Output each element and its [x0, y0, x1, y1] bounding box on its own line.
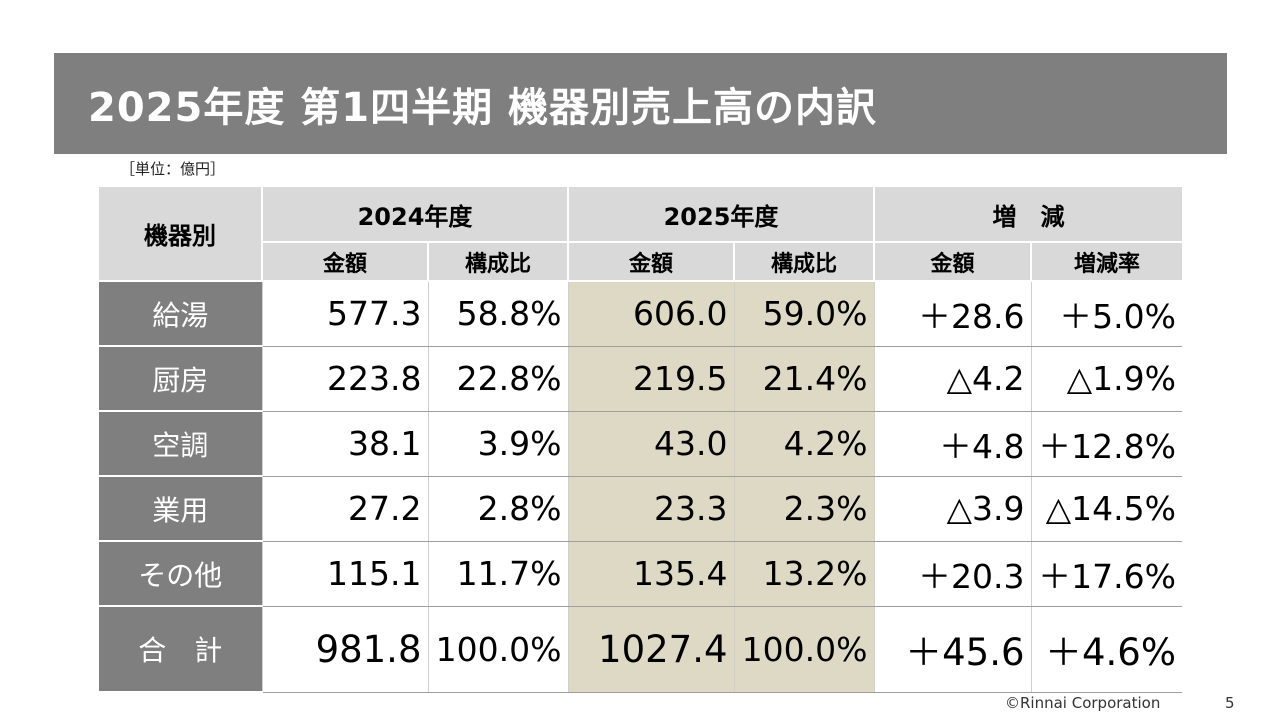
category-cell: 業用	[99, 476, 262, 542]
table-row: 厨房 223.8 22.8% 219.5 21.4% △4.2 △1.9%	[99, 346, 1182, 412]
change-rate: △14.5%	[1030, 476, 1182, 542]
change-rate: ＋12.8%	[1030, 411, 1182, 477]
change-rate: △1.9%	[1030, 346, 1182, 412]
ratio-2024: 3.9%	[427, 411, 568, 477]
change-amount: ＋20.3	[873, 541, 1031, 607]
unit-label: ［単位：億円］	[120, 160, 226, 178]
change-rate: ＋5.0%	[1030, 281, 1182, 347]
ratio-2024: 58.8%	[427, 281, 568, 347]
change-amount: ＋4.8	[873, 411, 1031, 477]
copyright-footer: ©Rinnai Corporation	[1005, 694, 1161, 712]
table-row: その他 115.1 11.7% 135.4 13.2% ＋20.3 ＋17.6%	[99, 541, 1182, 607]
amount-2024: 38.1	[261, 411, 428, 477]
amount-2024: 577.3	[261, 281, 428, 347]
change-amount: △4.2	[873, 346, 1031, 412]
total-row: 合 計 981.8 100.0% 1027.4 100.0% ＋45.6 ＋4.…	[99, 606, 1182, 693]
amount-2025: 135.4	[567, 541, 734, 607]
category-cell: 給湯	[99, 281, 262, 347]
group-header-2024: 2024年度	[261, 187, 568, 243]
ratio-2024: 22.8%	[427, 346, 568, 412]
table-row: 空調 38.1 3.9% 43.0 4.2% ＋4.8 ＋12.8%	[99, 411, 1182, 477]
ratio-2024-total: 100.0%	[427, 606, 568, 693]
change-rate-total: ＋4.6%	[1030, 606, 1182, 693]
table-row: 給湯 577.3 58.8% 606.0 59.0% ＋28.6 ＋5.0%	[99, 281, 1182, 347]
category-cell: その他	[99, 541, 262, 607]
amount-2024-total: 981.8	[261, 606, 428, 693]
slide-title: 2025年度 第1四半期 機器別売上高の内訳	[88, 85, 878, 131]
amount-2025-total: 1027.4	[567, 606, 734, 693]
header-row-groups: 機器別 2024年度 2025年度 増 減	[99, 187, 1182, 282]
table-row: 業用 27.2 2.8% 23.3 2.3% △3.9 △14.5%	[99, 476, 1182, 542]
amount-2024: 27.2	[261, 476, 428, 542]
ratio-2024: 2.8%	[427, 476, 568, 542]
ratio-2025-total: 100.0%	[733, 606, 874, 693]
amount-2025: 606.0	[567, 281, 734, 347]
category-cell: 空調	[99, 411, 262, 477]
sales-breakdown-table: 機器別 2024年度 2025年度 増 減 金額 構成比 金額 構成比 金額 増…	[99, 187, 1182, 693]
category-cell-total: 合 計	[99, 606, 262, 693]
sub-header-change-amount: 金額	[873, 242, 1031, 282]
change-amount: ＋28.6	[873, 281, 1031, 347]
change-amount-total: ＋45.6	[873, 606, 1031, 693]
sub-header-change-rate: 増減率	[1030, 242, 1182, 282]
group-header-change: 増 減	[873, 187, 1182, 243]
sub-header-2025-ratio: 構成比	[733, 242, 874, 282]
ratio-2025: 4.2%	[733, 411, 874, 477]
change-amount: △3.9	[873, 476, 1031, 542]
category-cell: 厨房	[99, 346, 262, 412]
amount-2024: 223.8	[261, 346, 428, 412]
amount-2025: 43.0	[567, 411, 734, 477]
change-rate: ＋17.6%	[1030, 541, 1182, 607]
amount-2025: 219.5	[567, 346, 734, 412]
amount-2024: 115.1	[261, 541, 428, 607]
sub-header-2024-amount: 金額	[261, 242, 428, 282]
ratio-2025: 59.0%	[733, 281, 874, 347]
ratio-2024: 11.7%	[427, 541, 568, 607]
group-header-2025: 2025年度	[567, 187, 874, 243]
corner-header: 機器別	[99, 187, 262, 282]
page-number: 5	[1225, 694, 1235, 712]
sub-header-2025-amount: 金額	[567, 242, 734, 282]
ratio-2025: 13.2%	[733, 541, 874, 607]
title-bar: 2025年度 第1四半期 機器別売上高の内訳	[54, 53, 1227, 154]
amount-2025: 23.3	[567, 476, 734, 542]
ratio-2025: 2.3%	[733, 476, 874, 542]
sub-header-2024-ratio: 構成比	[427, 242, 568, 282]
header-row-sub: 金額 構成比 金額 構成比 金額 増減率	[99, 242, 1182, 282]
ratio-2025: 21.4%	[733, 346, 874, 412]
